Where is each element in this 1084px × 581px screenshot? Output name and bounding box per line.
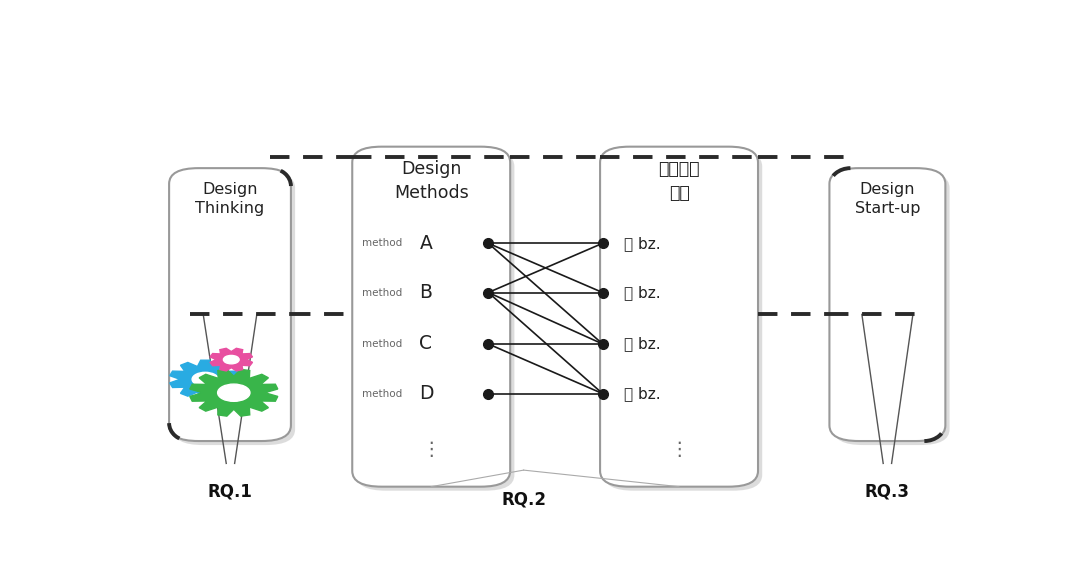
Text: 비즈니스
분류: 비즈니스 분류 (658, 160, 700, 202)
Text: B: B (420, 283, 433, 302)
Text: A: A (420, 234, 433, 253)
Polygon shape (170, 360, 241, 399)
Text: C: C (420, 335, 433, 353)
FancyBboxPatch shape (169, 168, 291, 441)
FancyBboxPatch shape (173, 172, 295, 445)
Text: Design
Methods: Design Methods (393, 160, 468, 202)
FancyBboxPatch shape (604, 150, 762, 491)
Text: method: method (362, 389, 405, 399)
Text: ⋮: ⋮ (669, 440, 688, 460)
Text: RQ.1: RQ.1 (208, 482, 253, 500)
FancyBboxPatch shape (601, 146, 758, 487)
Circle shape (223, 356, 240, 364)
Circle shape (218, 384, 250, 401)
Text: method: method (362, 288, 405, 297)
Text: method: method (362, 339, 405, 349)
Text: D: D (420, 384, 434, 403)
Text: ⋮: ⋮ (422, 440, 441, 460)
Polygon shape (210, 348, 253, 371)
FancyBboxPatch shape (834, 172, 950, 445)
FancyBboxPatch shape (352, 146, 511, 487)
Text: ㄴ bz.: ㄴ bz. (624, 285, 661, 300)
Text: Design
Start-up: Design Start-up (854, 181, 920, 216)
FancyBboxPatch shape (357, 150, 515, 491)
Text: method: method (362, 238, 405, 248)
Circle shape (192, 372, 218, 386)
Text: Design
Thinking: Design Thinking (195, 181, 264, 216)
Text: RQ.2: RQ.2 (501, 490, 546, 508)
Text: ㄱ bz.: ㄱ bz. (624, 236, 661, 251)
Text: ㄹ bz.: ㄹ bz. (624, 386, 661, 401)
Text: RQ.3: RQ.3 (865, 482, 909, 500)
Polygon shape (190, 370, 278, 416)
FancyBboxPatch shape (829, 168, 945, 441)
Text: ㄷ bz.: ㄷ bz. (624, 336, 661, 352)
